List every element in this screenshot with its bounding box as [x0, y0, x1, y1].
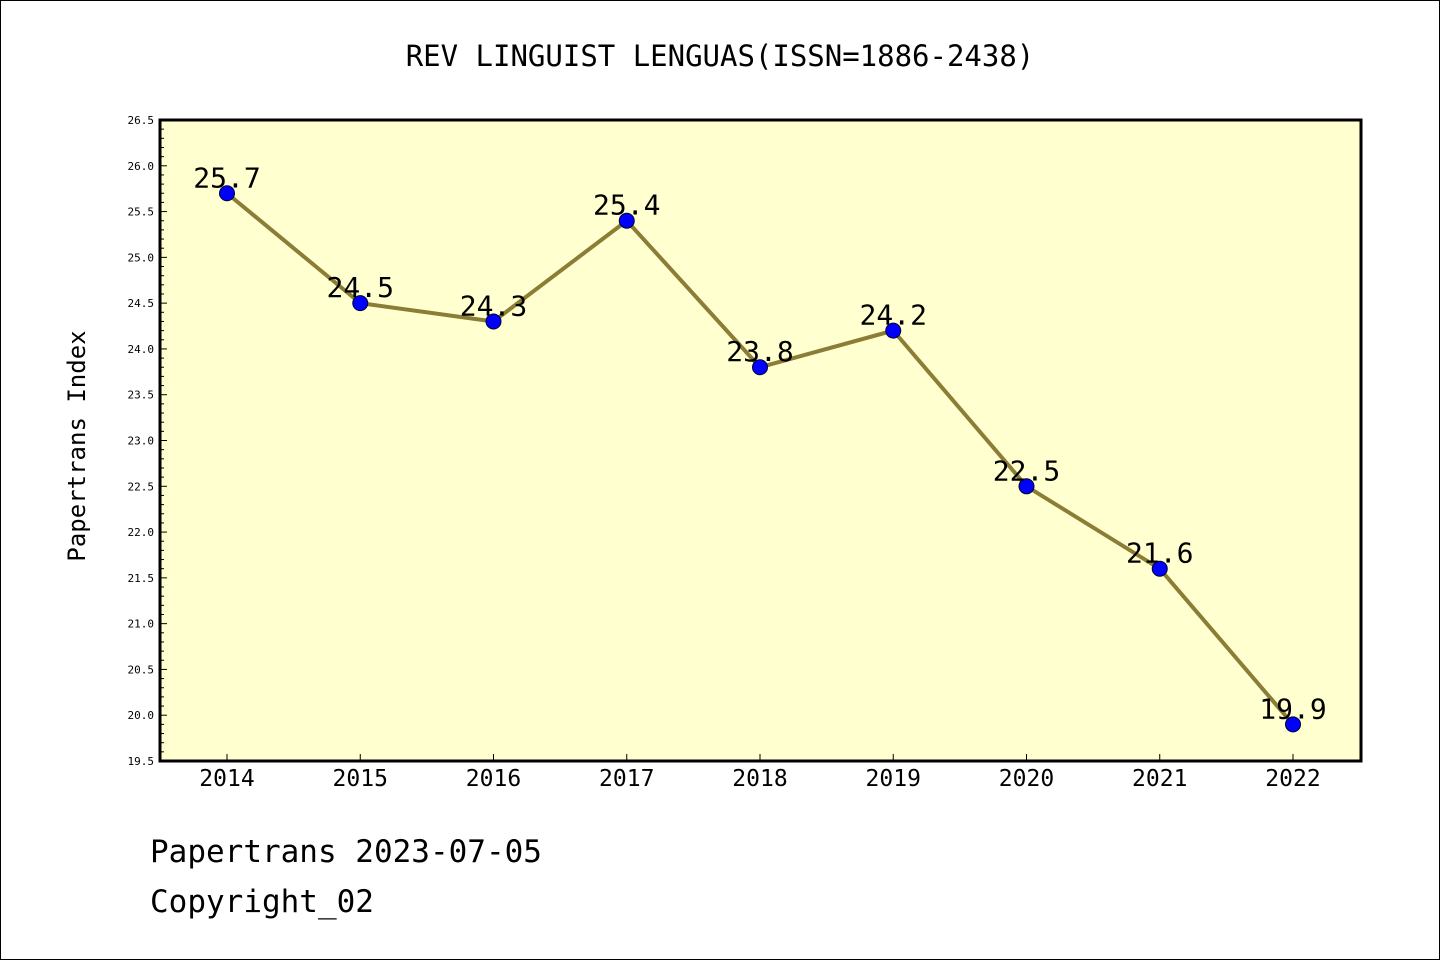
x-tick-label: 2015	[333, 766, 388, 792]
x-tick-label: 2020	[999, 766, 1054, 792]
data-point	[885, 322, 902, 339]
y-tick-label: 20.5	[128, 663, 155, 676]
data-label: 25.4	[593, 189, 660, 222]
data-point	[219, 185, 235, 202]
series-layer: 25.7 24.5 24.3 25.4 23.8 24.2 22.5 21.6 19.9	[193, 161, 1327, 733]
data-point	[485, 313, 502, 330]
y-axis-ticks: 19.5 20.0 20.5 21.0 21.5 22.0 22.5 23.0 23.5 24.0…	[128, 114, 167, 768]
x-tick-label: 2019	[866, 766, 921, 792]
y-tick-label: 21.5	[128, 572, 155, 585]
data-label: 19.9	[1259, 692, 1326, 725]
x-tick-label: 2018	[732, 766, 787, 792]
data-label: 24.5	[327, 271, 394, 304]
footer-source: Papertrans 2023-07-05	[150, 834, 542, 870]
y-axis-label: Papertrans Index	[63, 330, 91, 561]
data-label: 21.6	[1126, 537, 1193, 570]
data-label: 24.3	[460, 289, 527, 322]
x-tick-label: 2022	[1265, 766, 1320, 792]
data-point	[1151, 560, 1168, 577]
y-tick-label: 24.0	[128, 343, 155, 356]
y-tick-label: 19.5	[128, 755, 155, 768]
x-tick-label: 2014	[199, 766, 254, 792]
data-point	[352, 295, 369, 312]
plot-area	[158, 118, 1363, 763]
data-label: 23.8	[726, 335, 793, 368]
data-point	[1018, 478, 1035, 495]
data-point	[752, 359, 768, 376]
x-tick-label: 2016	[466, 766, 521, 792]
data-label: 22.5	[993, 454, 1060, 487]
y-tick-label: 22.5	[128, 480, 155, 493]
y-tick-label: 23.5	[128, 389, 155, 402]
data-point	[618, 212, 635, 229]
x-tick-label: 2017	[599, 766, 654, 792]
y-tick-label: 25.5	[128, 206, 155, 219]
chart-title: REV LINGUIST LENGUAS(ISSN=1886-2438)	[406, 39, 1035, 73]
footer-copyright: Copyright_02	[150, 884, 374, 920]
x-tick-label: 2021	[1132, 766, 1187, 792]
y-tick-label: 20.0	[128, 709, 155, 722]
y-tick-label: 24.5	[128, 297, 155, 310]
y-tick-label: 26.5	[128, 114, 155, 127]
data-point	[1285, 716, 1301, 733]
y-tick-label: 21.0	[128, 618, 155, 631]
x-axis-ticks: 2014 2015 2016 2017 2018 2019 2020 2021 2022	[199, 754, 1321, 792]
data-label: 24.2	[860, 299, 927, 332]
y-tick-label: 23.0	[128, 435, 155, 448]
y-tick-label: 22.0	[128, 526, 155, 539]
y-tick-label: 26.0	[128, 160, 155, 173]
y-tick-label: 25.0	[128, 251, 155, 264]
data-label: 25.7	[193, 161, 260, 194]
